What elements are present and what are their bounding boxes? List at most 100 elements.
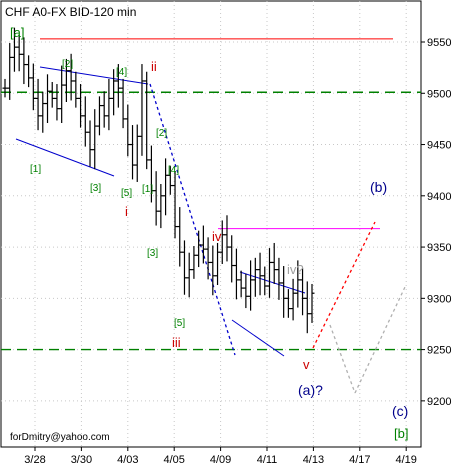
price-bar (21, 37, 27, 85)
x-tick-label: 4/09 (210, 454, 231, 466)
x-axis: 3/28 3/30 4/03 4/05 4/09 4/11 4/13 4/17 4/19 (24, 447, 417, 466)
price-bar (11, 27, 17, 72)
y-tick-label: 9200 (427, 396, 451, 408)
y-tick-label: 9550 (427, 37, 451, 49)
price-bar (63, 58, 69, 102)
chart-title: CHF A0-FX BID-120 min (5, 5, 136, 19)
x-tick-label: 4/19 (395, 454, 416, 466)
price-bar (262, 266, 268, 296)
wave3-channel-dotted (149, 83, 236, 356)
label-minor-4b: [4] (168, 165, 179, 176)
x-tick-label: 4/17 (349, 454, 370, 466)
price-bar (172, 171, 178, 239)
price-bar (40, 91, 46, 133)
price-bar (7, 43, 13, 100)
price-bar (120, 78, 126, 129)
x-tick-label: 4/03 (117, 454, 138, 466)
label-minor-3: [3] (90, 183, 101, 194)
price-bar (130, 125, 136, 180)
price-bar (276, 257, 282, 300)
price-bar (191, 246, 197, 279)
price-bar (73, 71, 79, 108)
price-bar (101, 91, 107, 128)
price-bar (309, 283, 315, 323)
price-bar (16, 35, 22, 72)
label-iv: iv (212, 229, 222, 244)
price-bar (229, 235, 235, 283)
price-bar (290, 278, 296, 321)
price-bar (153, 171, 159, 226)
price-bar (45, 74, 51, 124)
label-minor-4: [4] (116, 67, 127, 78)
price-bar (210, 245, 216, 296)
price-bar (295, 260, 301, 308)
price-bar (106, 78, 112, 131)
price-bar (257, 252, 263, 296)
label-minor-5: [5] (121, 188, 132, 199)
price-bar (271, 242, 277, 284)
price-bar (304, 281, 310, 334)
x-tick-label: 3/30 (71, 454, 92, 466)
price-bar (186, 252, 192, 298)
label-minor-2: [2] (62, 59, 73, 70)
label-v: v (303, 357, 310, 372)
price-bar (144, 71, 150, 170)
price-bar (35, 78, 41, 131)
price-bar (167, 166, 173, 195)
credit-text: forDmitry@yahoo.com (10, 432, 110, 443)
y-tick-label: 9300 (427, 293, 451, 305)
price-bar (266, 248, 272, 298)
price-bar (181, 240, 187, 295)
x-tick-label: 4/05 (163, 454, 184, 466)
price-bar (158, 184, 164, 229)
label-b-paren: (b) (370, 179, 387, 195)
price-bar (26, 55, 32, 88)
price-bar (163, 158, 169, 216)
y-tick-label: 9500 (427, 88, 451, 100)
y-axis: 9550 9500 9450 9400 9350 9300 9250 9200 (421, 37, 451, 408)
wedge-lower (231, 319, 285, 357)
y-tick-label: 9400 (427, 191, 451, 203)
price-bar (215, 242, 221, 286)
y-tick-label: 9250 (427, 345, 451, 357)
price-bar (233, 248, 239, 300)
price-bar (111, 69, 117, 116)
label-b-bracket: [b] (394, 426, 408, 441)
price-bar (243, 273, 249, 309)
label-i: i (125, 204, 128, 219)
price-bar (196, 230, 202, 268)
price-bar (78, 84, 84, 128)
y-tick-label: 9350 (427, 242, 451, 254)
price-bar (54, 84, 60, 121)
price-bar (68, 53, 74, 101)
price-bar (2, 78, 8, 98)
price-bar (300, 268, 306, 316)
price-bar (49, 81, 55, 108)
wave1-lower-channel (15, 138, 115, 177)
price-bar (115, 64, 121, 108)
price-bar (248, 260, 254, 311)
wave1-upper-channel (39, 66, 149, 85)
label-c-paren: (c) (392, 403, 408, 419)
label-minor-5b: [5] (174, 318, 185, 329)
label-iii: iii (172, 335, 181, 350)
alt-projection-up (354, 286, 406, 394)
price-bar (139, 64, 145, 156)
price-bar (148, 145, 154, 203)
x-tick-label: 4/11 (257, 454, 278, 466)
price-bar (87, 120, 93, 167)
price-bar (30, 63, 36, 111)
price-bar (92, 109, 98, 170)
label-minor-1b: [1] (142, 184, 153, 195)
price-bar (205, 237, 211, 280)
wave-labels: [a] [1] [2] [3] [4] [5] [1] [2] [3] [4] … (10, 25, 408, 441)
label-iv-question: iv? (287, 262, 304, 277)
price-bar (219, 220, 225, 264)
price-bar (252, 257, 258, 297)
price-bar (238, 270, 244, 298)
y-tick-label: 9450 (427, 140, 451, 152)
price-bar (224, 215, 230, 262)
label-minor-1: [1] (30, 164, 41, 175)
alt-projection-down (329, 324, 356, 394)
